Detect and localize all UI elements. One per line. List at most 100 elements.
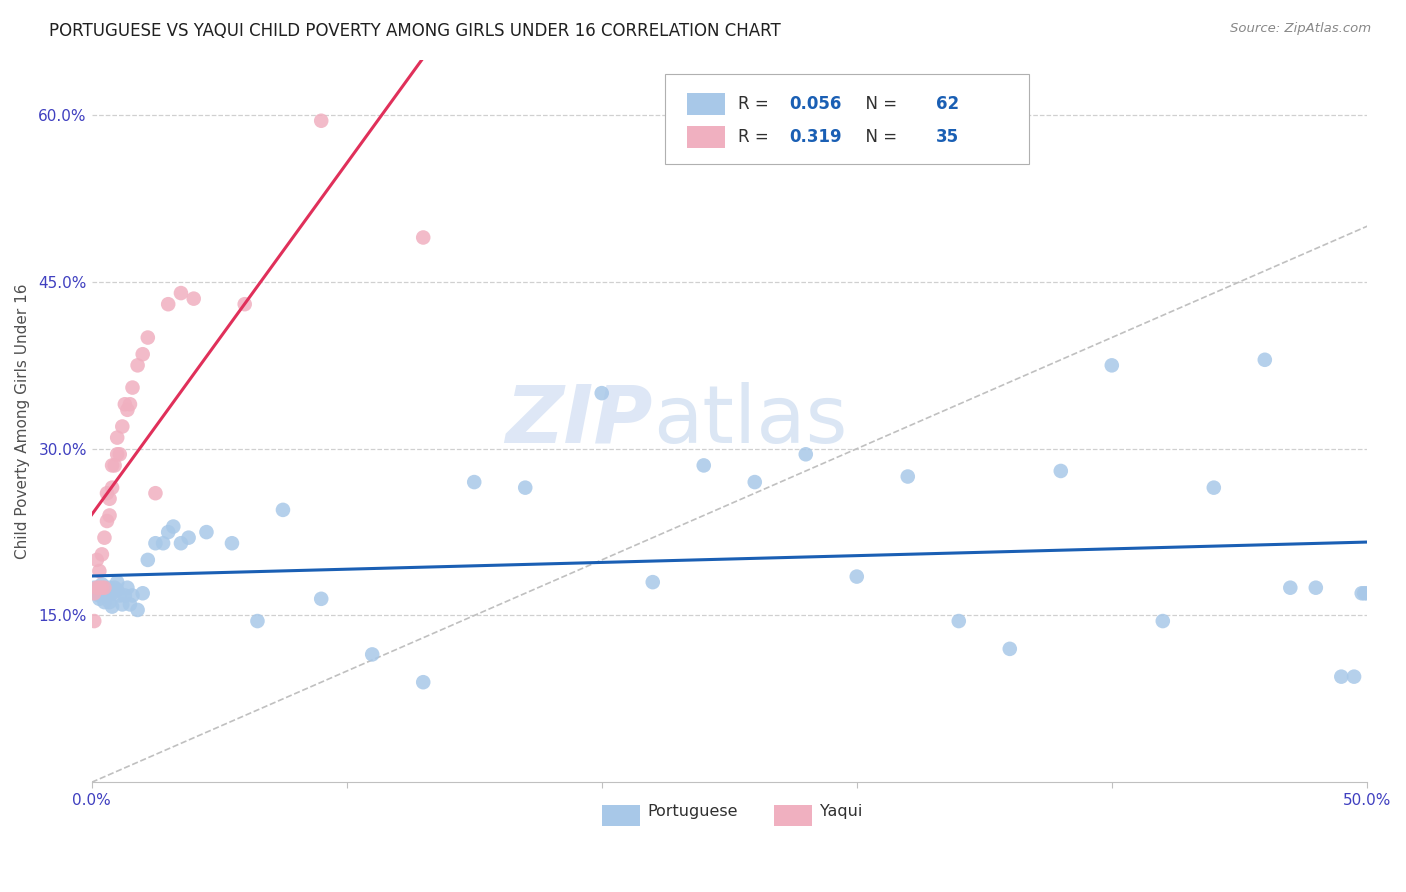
FancyBboxPatch shape <box>665 74 1029 164</box>
Point <box>1351 586 1374 600</box>
Point <box>121 589 143 603</box>
Text: N =: N = <box>855 95 903 112</box>
Point <box>98 595 121 609</box>
Text: ZIP: ZIP <box>505 382 652 460</box>
Text: PORTUGUESE VS YAQUI CHILD POVERTY AMONG GIRLS UNDER 16 CORRELATION CHART: PORTUGUESE VS YAQUI CHILD POVERTY AMONG … <box>49 22 780 40</box>
Point <box>90 547 112 561</box>
Point <box>157 297 180 311</box>
Text: Portuguese: Portuguese <box>648 805 738 820</box>
Point <box>90 577 112 591</box>
Point <box>998 641 1021 656</box>
Point <box>96 589 118 603</box>
Point <box>93 595 115 609</box>
Point <box>118 598 141 612</box>
Point <box>309 113 332 128</box>
Point <box>1353 586 1375 600</box>
Point <box>233 297 256 311</box>
Point <box>105 447 128 461</box>
Point <box>127 603 149 617</box>
Point <box>412 675 434 690</box>
Point <box>309 591 332 606</box>
Point <box>101 458 124 473</box>
Point <box>89 591 111 606</box>
Point <box>591 386 613 401</box>
Point <box>170 536 193 550</box>
Point <box>105 582 128 597</box>
Point <box>93 531 115 545</box>
Point <box>96 514 118 528</box>
Text: Source: ZipAtlas.com: Source: ZipAtlas.com <box>1230 22 1371 36</box>
Point <box>89 564 111 578</box>
Point <box>114 589 136 603</box>
Point <box>157 525 180 540</box>
Point <box>1202 481 1225 495</box>
Text: Yaqui: Yaqui <box>820 805 862 820</box>
Point <box>101 586 124 600</box>
Point <box>463 475 485 489</box>
Point <box>93 581 115 595</box>
Text: R =: R = <box>738 95 775 112</box>
Point <box>131 586 153 600</box>
Point <box>170 286 193 301</box>
FancyBboxPatch shape <box>688 93 725 114</box>
Point <box>177 531 200 545</box>
Point <box>105 575 128 590</box>
Point <box>641 575 664 590</box>
Text: 0.319: 0.319 <box>789 128 842 146</box>
Point <box>108 447 131 461</box>
Point <box>1330 670 1353 684</box>
Point <box>104 458 127 473</box>
Point <box>96 582 118 597</box>
Point <box>118 397 141 411</box>
Point <box>845 569 868 583</box>
Point <box>136 553 159 567</box>
FancyBboxPatch shape <box>688 126 725 148</box>
Point <box>136 330 159 344</box>
Point <box>152 536 174 550</box>
FancyBboxPatch shape <box>602 805 640 826</box>
Point <box>98 508 121 523</box>
Text: atlas: atlas <box>652 382 848 460</box>
Point <box>145 486 167 500</box>
Point <box>93 584 115 599</box>
Point <box>101 599 124 614</box>
Point <box>83 581 105 595</box>
Point <box>1152 614 1174 628</box>
Point <box>1279 581 1302 595</box>
Point <box>105 431 128 445</box>
Point <box>114 397 136 411</box>
Point <box>98 491 121 506</box>
Text: 35: 35 <box>936 128 959 146</box>
Point <box>101 481 124 495</box>
Point <box>108 589 131 603</box>
Point <box>948 614 970 628</box>
Point <box>1101 359 1123 373</box>
Point <box>86 581 108 595</box>
Point <box>127 359 149 373</box>
Text: 0.056: 0.056 <box>789 95 842 112</box>
Point <box>1254 352 1277 367</box>
Point <box>1049 464 1071 478</box>
Point <box>1305 581 1327 595</box>
Point <box>162 519 184 533</box>
Point <box>90 586 112 600</box>
Point <box>121 381 143 395</box>
Point <box>83 586 105 600</box>
Point <box>145 536 167 550</box>
Point <box>131 347 153 361</box>
Point <box>89 581 111 595</box>
Point <box>83 614 105 628</box>
FancyBboxPatch shape <box>773 805 813 826</box>
Point <box>111 419 134 434</box>
Point <box>117 402 139 417</box>
Point <box>515 481 537 495</box>
Point <box>221 536 243 550</box>
Point <box>96 486 118 500</box>
Point <box>86 553 108 567</box>
Text: N =: N = <box>855 128 903 146</box>
Point <box>117 581 139 595</box>
Point <box>693 458 716 473</box>
Point <box>1355 586 1378 600</box>
Point <box>98 581 121 595</box>
Point <box>246 614 269 628</box>
